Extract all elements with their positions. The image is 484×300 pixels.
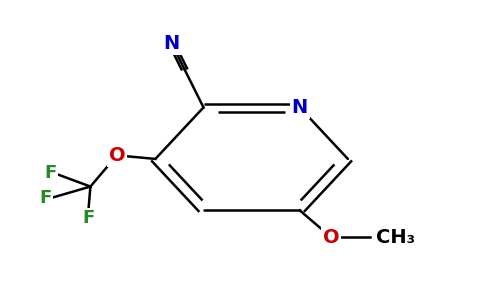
Text: F: F [82, 209, 94, 227]
Text: N: N [292, 98, 308, 117]
Text: O: O [108, 146, 125, 165]
Text: CH₃: CH₃ [376, 228, 415, 247]
Text: F: F [45, 164, 57, 182]
Text: N: N [164, 34, 180, 53]
Text: F: F [40, 189, 52, 207]
Text: O: O [323, 228, 339, 247]
